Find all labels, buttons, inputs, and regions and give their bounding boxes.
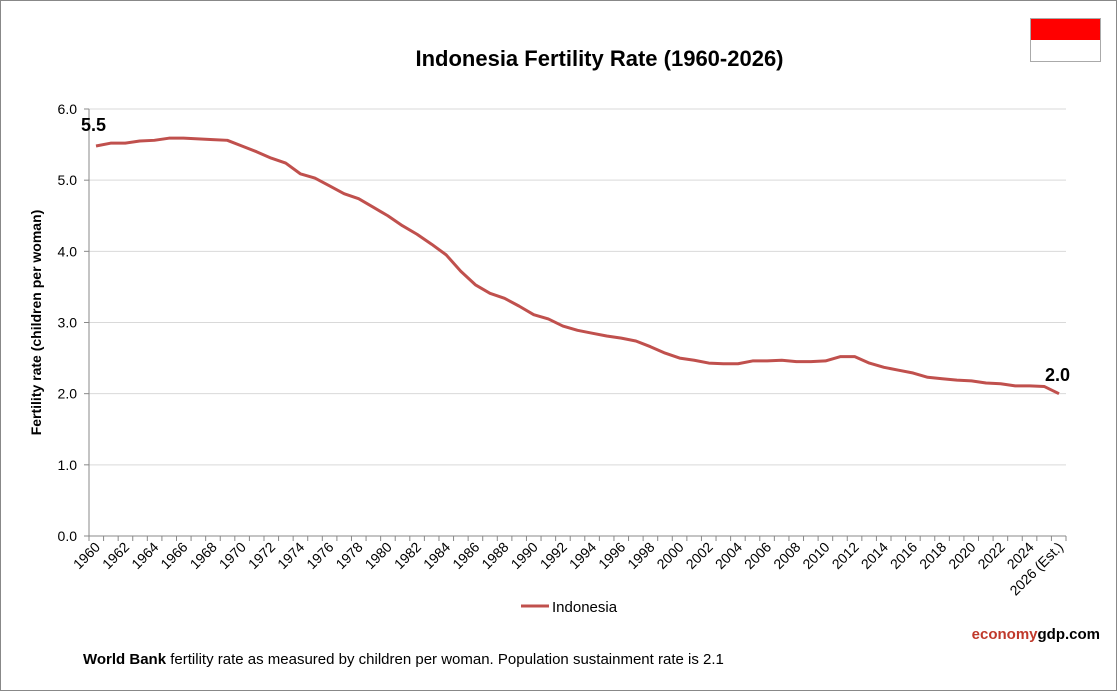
indonesia-flag-icon: [1030, 18, 1101, 62]
x-tick-label: 1994: [566, 539, 599, 572]
y-tick-label: 5.0: [58, 172, 78, 188]
x-tick-label: 1982: [391, 539, 424, 572]
brand-logo[interactable]: economygdp.com: [971, 626, 1100, 643]
footnote: World Bank fertility rate as measured by…: [83, 651, 724, 668]
x-tick-label: 1962: [99, 539, 132, 572]
x-tick-label: 1996: [595, 539, 628, 572]
x-tick-label: 1966: [157, 539, 190, 572]
y-tick-label: 1.0: [58, 457, 78, 473]
x-tick-label: 1964: [128, 539, 161, 572]
x-tick-label: 2016: [887, 539, 920, 572]
x-tick-label: 1980: [362, 539, 395, 572]
x-tick-label: 1988: [478, 539, 511, 572]
x-tick-label: 1978: [332, 539, 365, 572]
x-tick-label: 1998: [624, 539, 657, 572]
x-tick-label: 1984: [420, 539, 453, 572]
x-tick-label: 2006: [741, 539, 774, 572]
x-tick-label: 2000: [653, 539, 686, 572]
x-tick-label: 1974: [274, 539, 307, 572]
x-tick-label: 2020: [945, 539, 978, 572]
x-tick-label: 2022: [974, 539, 1007, 572]
x-tick-label: 1970: [216, 539, 249, 572]
x-tick-label: 1972: [245, 539, 278, 572]
chart-title: Indonesia Fertility Rate (1960-2026): [415, 46, 784, 71]
y-tick-label: 4.0: [58, 243, 78, 259]
x-tick-label: 2012: [829, 539, 862, 572]
x-tick-label: 1990: [508, 539, 541, 572]
start-value-label: 5.5: [81, 115, 106, 135]
y-axis-label: Fertility rate (children per woman): [28, 210, 44, 436]
series-line-indonesia: [95, 136, 1060, 396]
x-tick-label: 2014: [858, 539, 891, 572]
y-tick-label: 0.0: [58, 528, 78, 544]
x-tick-label: 1968: [187, 539, 220, 572]
x-tick-label: 2018: [916, 539, 949, 572]
y-tick-label: 2.0: [58, 386, 78, 402]
y-tick-label: 3.0: [58, 315, 78, 331]
x-tick-label: 2002: [683, 539, 716, 572]
y-tick-label: 6.0: [58, 101, 78, 117]
x-tick-label: 1976: [303, 539, 336, 572]
x-tick-label: 2008: [770, 539, 803, 572]
x-tick-label: 1992: [537, 539, 570, 572]
x-tick-label: 2010: [799, 539, 832, 572]
legend-label: Indonesia: [552, 599, 618, 616]
x-tick-label: 2004: [712, 539, 745, 572]
x-tick-label: 1986: [449, 539, 482, 572]
end-value-label: 2.0: [1045, 365, 1070, 385]
